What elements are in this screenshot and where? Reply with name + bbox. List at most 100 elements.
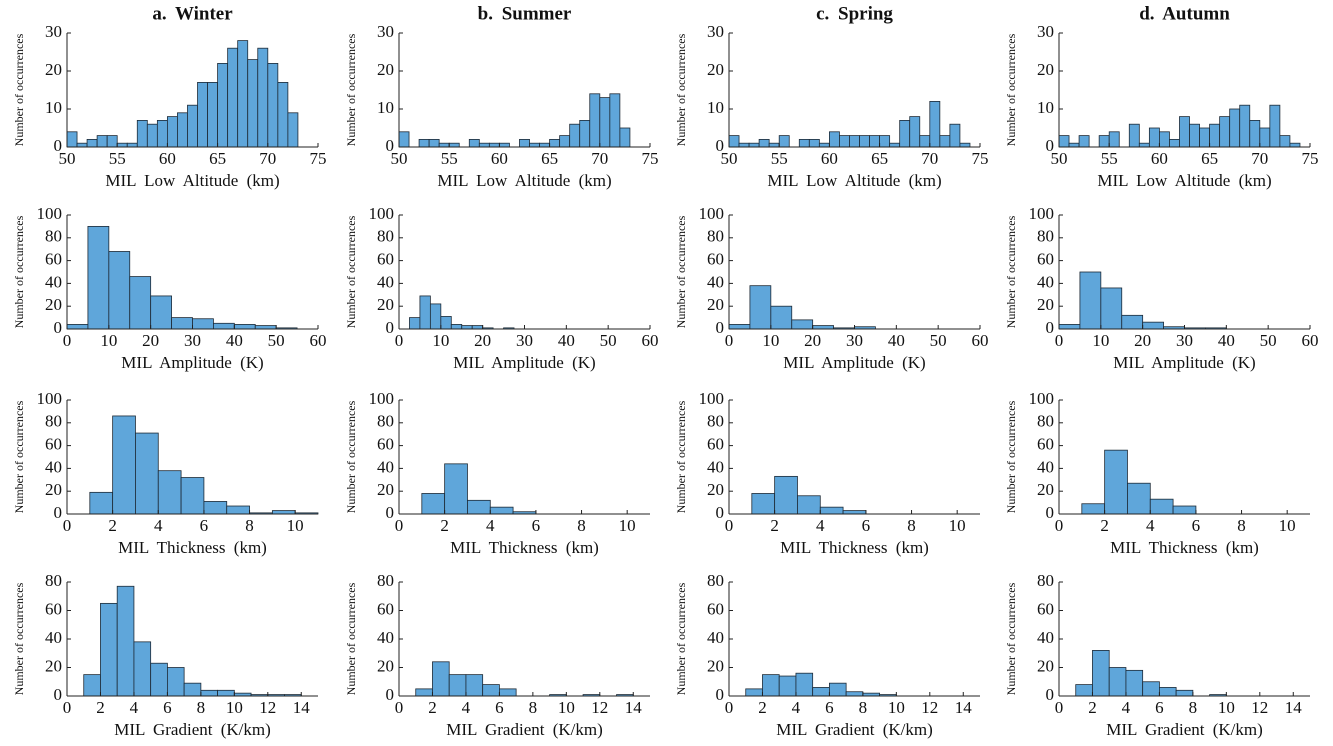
x-tick-label: 40 — [558, 331, 575, 350]
x-tick-label: 60 — [642, 331, 659, 350]
bar — [1108, 131, 1120, 148]
y-tick-label: 20 — [45, 656, 62, 675]
x-axis-label: MIL Amplitude (K) — [1113, 353, 1255, 372]
x-axis-label: MIL Gradient (K/km) — [446, 720, 603, 739]
y-tick-label: 100 — [369, 204, 395, 223]
bar — [478, 142, 490, 148]
x-tick-label: 2 — [96, 698, 105, 717]
y-tick-label: 100 — [1029, 204, 1055, 223]
x-tick-label: 10 — [226, 698, 243, 717]
y-tick-label: 80 — [707, 227, 724, 246]
bar — [1149, 498, 1174, 515]
y-tick-label: 40 — [377, 457, 394, 476]
y-axis-label: Number of occurrences — [1004, 400, 1018, 513]
x-tick-label: 50 — [1051, 149, 1068, 168]
bar — [1081, 503, 1106, 515]
x-tick-label: 75 — [310, 149, 327, 168]
y-tick-label: 20 — [45, 295, 62, 314]
bar — [859, 135, 870, 148]
bar — [129, 276, 152, 330]
bar — [1078, 135, 1090, 148]
bar — [569, 123, 581, 148]
y-tick-label: 80 — [377, 412, 394, 431]
bar — [86, 138, 98, 148]
bar — [106, 135, 118, 148]
bar — [745, 688, 763, 697]
bar — [226, 505, 250, 515]
bar — [1239, 104, 1251, 148]
x-tick-label: 60 — [310, 331, 327, 350]
bar — [1249, 120, 1261, 148]
bar — [1128, 123, 1140, 148]
x-axis-label: MIL Gradient (K/km) — [114, 720, 271, 739]
y-tick-label: 0 — [54, 318, 63, 337]
bar — [183, 682, 202, 697]
x-axis-label: MIL Amplitude (K) — [121, 353, 263, 372]
x-tick-label: 20 — [804, 331, 821, 350]
bar — [1159, 131, 1170, 148]
bar — [200, 689, 219, 697]
bar — [100, 602, 118, 697]
y-tick-label: 30 — [707, 22, 724, 41]
x-tick-label: 50 — [930, 331, 947, 350]
bar — [1100, 287, 1123, 330]
bar — [1108, 667, 1127, 697]
y-tick-label: 0 — [716, 685, 725, 704]
y-axis-label: Number of occurrences — [1004, 582, 1018, 695]
y-tick-label: 100 — [369, 389, 395, 408]
x-tick-label: 0 — [63, 331, 72, 350]
bar — [489, 506, 514, 515]
x-tick-label: 0 — [1055, 516, 1064, 535]
y-tick-label: 40 — [1037, 628, 1054, 647]
x-tick-label: 50 — [268, 331, 285, 350]
bar — [1142, 681, 1160, 697]
bar — [482, 684, 500, 697]
y-tick-label: 60 — [707, 599, 724, 618]
bar — [1104, 449, 1128, 515]
bar — [1142, 321, 1164, 330]
x-tick-label: 40 — [888, 331, 905, 350]
x-tick-label: 30 — [1176, 331, 1193, 350]
bar — [429, 303, 442, 330]
bar — [1121, 314, 1144, 330]
bar — [829, 682, 847, 697]
x-tick-label: 8 — [577, 516, 586, 535]
bar — [1169, 138, 1180, 148]
bar — [83, 674, 101, 697]
x-tick-label: 70 — [259, 149, 276, 168]
bar — [795, 672, 814, 697]
bar — [1199, 127, 1211, 148]
y-tick-label: 20 — [1037, 60, 1054, 79]
x-tick-label: 8 — [245, 516, 254, 535]
x-tick-label: 75 — [642, 149, 659, 168]
bar — [909, 116, 921, 148]
y-tick-label: 80 — [1037, 571, 1054, 590]
x-axis-label: MIL Thickness (km) — [450, 538, 599, 557]
bar — [398, 131, 410, 148]
bar — [166, 667, 185, 697]
bar — [778, 675, 797, 697]
bar — [1148, 127, 1160, 148]
y-tick-label: 40 — [45, 272, 62, 291]
y-tick-label: 30 — [1037, 22, 1054, 41]
bar — [465, 674, 484, 697]
y-tick-label: 100 — [699, 204, 725, 223]
y-tick-label: 20 — [707, 295, 724, 314]
x-tick-label: 10 — [100, 331, 117, 350]
x-axis-label: MIL Low Altitude (km) — [767, 171, 941, 190]
bar — [919, 135, 931, 148]
y-tick-label: 0 — [1046, 503, 1055, 522]
bar — [738, 142, 750, 148]
bar — [529, 142, 540, 148]
bar — [133, 641, 152, 697]
x-tick-label: 0 — [63, 698, 72, 717]
y-tick-label: 20 — [1037, 480, 1054, 499]
bar — [498, 688, 517, 697]
bar — [166, 116, 178, 148]
bar — [471, 325, 484, 330]
y-tick-label: 40 — [377, 628, 394, 647]
bar — [1127, 482, 1151, 515]
y-tick-label: 60 — [1037, 250, 1054, 269]
bar — [207, 82, 218, 148]
x-tick-label: 20 — [142, 331, 159, 350]
